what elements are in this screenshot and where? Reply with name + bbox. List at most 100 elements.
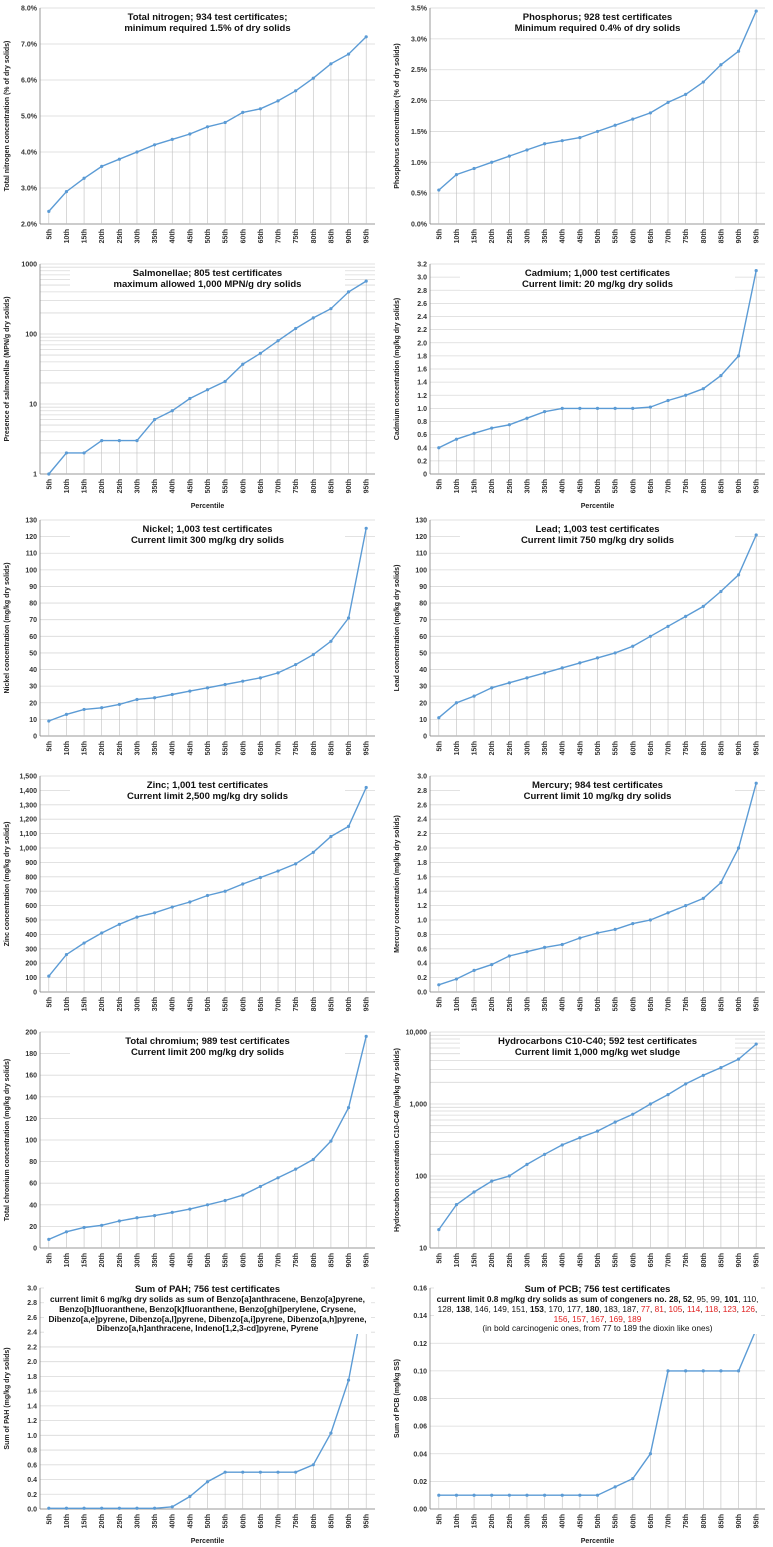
chart-9-panel: 0 20 40 60 80 100 120 140 160 180 200 5th 10th 15th 20… [0,1024,383,1280]
chart-12-y-tick-label: 0.06 [413,1424,427,1431]
chart-4-y-tick-label: 2.6 [417,301,427,308]
chart-7-x-tick-label: 5th [46,997,53,1008]
chart-11-y-tick-label: 1.2 [27,1418,37,1425]
chart-1-y-tick-label: 2.0% [21,222,38,229]
chart-12-point-55th [613,1485,617,1489]
chart-7-point-85th [329,834,333,839]
chart-11-x-tick-label: 15th [82,1514,89,1528]
chart-1-point-65th [258,107,262,111]
chart-4-x-tick-label: 25th [507,479,514,493]
chart-9-point-40th [170,1210,174,1214]
chart-6-y-tick-label: 70 [419,617,427,624]
pcb-congener: 183 [603,1303,618,1314]
chart-3-x-tick-label: 95th [364,479,371,493]
chart-7-y-axis-title: Zinc concentration (mg/kg dry solids) [4,822,11,947]
chart-10-x-tick-label: 95th [754,1253,761,1267]
chart-8-y-tick-label: 2.4 [417,817,427,824]
chart-6-x-tick-label: 50th [595,741,602,755]
chart-1-point-60th [241,110,245,114]
chart-6-x-tick-label: 25th [507,741,514,755]
chart-2-y-tick-label: 3.0% [411,36,428,43]
chart-4-x-tick-label: 30th [524,479,531,493]
chart-5-x-tick-label: 10th [64,741,71,755]
chart-12-x-tick-label: 20th [489,1514,496,1528]
chart-9-y-tick-label: 0 [33,1246,37,1253]
chart-8-y-tick-label: 1.6 [417,874,427,881]
chart-7-y-tick-label: 1,200 [19,817,37,824]
chart-9-point-50th [205,1203,210,1207]
chart-9-point-95th [364,1034,368,1038]
chart-12-point-65th [648,1452,652,1456]
chart-10-point-10th [454,1203,459,1207]
chart-1-x-tick-label: 95th [364,229,371,243]
chart-5-x-tick-label: 65th [258,741,265,755]
chart-5-y-tick-label: 130 [25,518,37,525]
chart-10-x-tick-label: 20th [489,1253,496,1267]
chart-11-y-tick-label: 2.8 [27,1300,37,1307]
chart-11-y-tick-label: 1.8 [27,1374,37,1381]
chart-1-x-tick-label: 25th [117,229,124,243]
chart-8-y-tick-label: 0.8 [417,932,427,939]
chart-11-x-axis-title: Percentile [191,1538,225,1545]
pcb-congener: 169 [609,1313,623,1324]
chart-10-point-85th [719,1066,723,1070]
chart-12-point-60th [631,1477,635,1481]
chart-7-panel: 0 100 200 300 400 500 600 700 800 900 1,000 1,100 1,… [0,768,383,1024]
pcb-congener: 101 [724,1293,739,1304]
chart-11-y-axis-title: Sum of PAH (mg/kg dry solids) [4,1347,11,1449]
chart-8-x-tick-label: 60th [630,997,637,1011]
chart-12-point-25th [507,1493,511,1497]
chart-9-x-tick-label: 75th [293,1253,300,1267]
chart-3-point-5th [47,472,51,476]
chart-1-y-tick-label: 7.0% [21,42,38,49]
chart-10-x-tick-label: 10th [454,1253,461,1267]
chart-2-x-tick-label: 35th [542,229,549,243]
chart-4-y-tick-label: 2.4 [417,314,427,321]
chart-7-x-tick-label: 95th [364,997,371,1011]
chart-9-point-30th [135,1216,139,1220]
chart-6-point-35th [543,671,547,675]
chart-7-x-tick-label: 10th [64,997,71,1011]
chart-10-x-tick-label: 80th [701,1253,708,1267]
chart-1-svg: 2.0% 3.0% 4.0% 5.0% 6.0% 7.0% 8.0% 5th 10th 15th 2… [4,6,375,243]
chart-12-svg: 0.00 0.02 0.04 0.06 0.08 0.10 0.12 0.14 0.16 5th 1… [394,1286,765,1545]
chart-12-y-tick-label: 0.02 [413,1479,427,1486]
chart-9-y-tick-label: 160 [25,1073,37,1080]
chart-9-x-tick-label: 80th [311,1253,318,1267]
chart-8-x-tick-label: 5th [436,997,443,1008]
chart-11-point-40th [170,1505,174,1509]
chart-10-point-20th [490,1179,494,1183]
chart-6-x-tick-label: 40th [560,741,567,755]
chart-11-point-30th [135,1506,139,1510]
chart-8-point-10th [454,977,459,981]
chart-7-point-40th [170,905,174,909]
chart-8-point-55th [613,927,617,931]
chart-12-point-5th [437,1493,441,1497]
chart-9-x-tick-label: 35th [152,1253,159,1267]
chart-2-svg: 0.0% 0.5% 1.0% 1.5% 2.0% 2.5% 3.0% 3.5% 5th 10th 1… [394,6,765,243]
chart-7-x-tick-label: 25th [117,997,124,1011]
chart-11-point-75th [294,1470,298,1474]
chart-2-point-15th [472,166,476,171]
chart-4-point-70th [666,398,670,403]
chart-3-point-90th [346,290,351,294]
chart-11-y-tick-label: 0.4 [27,1477,37,1484]
chart-10-x-tick-label: 75th [683,1253,690,1267]
chart-4-subtitle: Current limit: 20 mg/kg dry solids [522,279,673,291]
chart-4-x-tick-label: 40th [560,479,567,493]
chart-12-note: (in bold carcinogenic ones, from 77 to 1… [482,1323,713,1334]
chart-4-x-tick-label: 20th [489,479,496,493]
chart-5-x-tick-label: 85th [328,741,335,755]
chart-4-point-95th [754,268,758,273]
chart-2-y-tick-label: 0.0% [411,222,428,229]
chart-9-title-box: Total chromium; 989 test certificates Cur… [70,1036,345,1059]
chart-10-point-75th [684,1082,688,1086]
chart-8-point-50th [595,931,600,935]
pcb-congener: 128 [437,1303,452,1314]
chart-2-y-tick-label: 2.0% [411,98,428,105]
chart-3-x-tick-label: 50th [205,479,212,493]
chart-7-x-tick-label: 70th [276,997,283,1011]
chart-6-x-tick-label: 75th [683,741,690,755]
chart-7-y-tick-label: 800 [25,874,37,881]
chart-8-x-tick-label: 35th [542,997,549,1011]
